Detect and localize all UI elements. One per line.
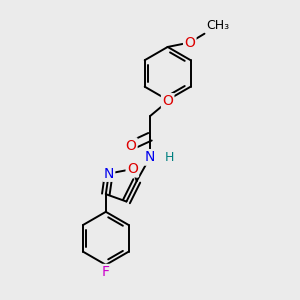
Text: N: N [145, 150, 155, 164]
Text: O: O [162, 94, 173, 108]
Text: O: O [184, 35, 195, 50]
Text: F: F [102, 265, 110, 279]
Text: O: O [127, 162, 138, 176]
Text: H: H [164, 151, 174, 164]
Text: CH₃: CH₃ [206, 19, 229, 32]
Text: O: O [125, 139, 136, 153]
Text: N: N [103, 167, 114, 181]
